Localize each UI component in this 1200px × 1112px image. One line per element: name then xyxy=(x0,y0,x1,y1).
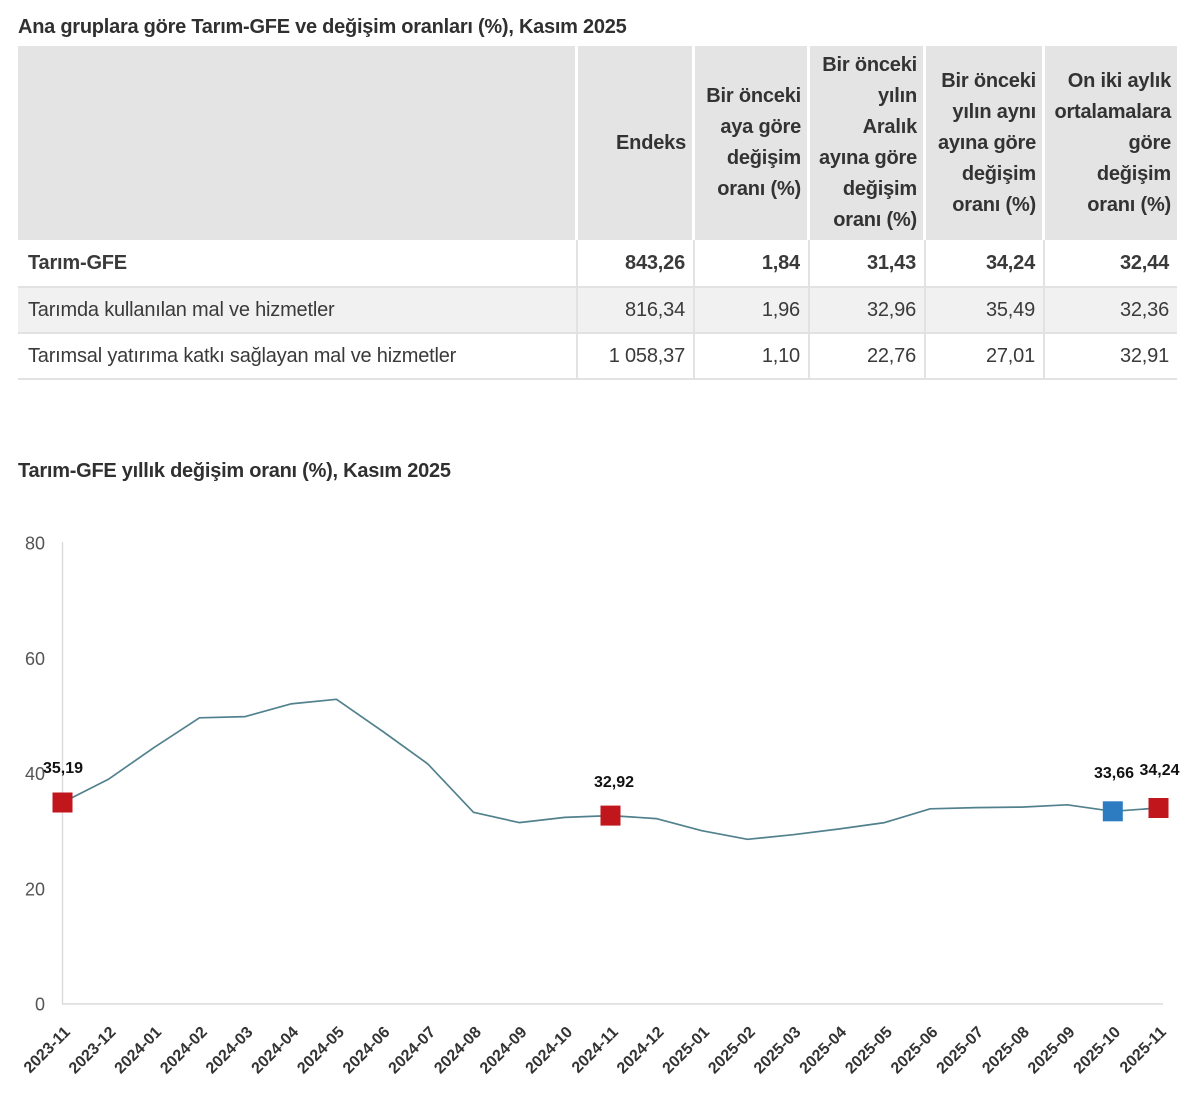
svg-text:2023-11: 2023-11 xyxy=(21,1024,74,1077)
svg-text:2025-05: 2025-05 xyxy=(842,1024,896,1078)
svg-text:20: 20 xyxy=(25,879,45,899)
svg-text:2024-03: 2024-03 xyxy=(203,1024,257,1078)
svg-text:2023-12: 2023-12 xyxy=(66,1024,120,1078)
svg-text:2025-06: 2025-06 xyxy=(888,1024,942,1078)
svg-text:2024-05: 2024-05 xyxy=(294,1024,348,1078)
svg-text:2024-10: 2024-10 xyxy=(523,1024,577,1078)
svg-text:34,24: 34,24 xyxy=(1139,762,1179,779)
svg-text:2024-04: 2024-04 xyxy=(249,1024,303,1078)
svg-text:0: 0 xyxy=(35,995,45,1015)
svg-text:2025-07: 2025-07 xyxy=(934,1024,988,1078)
svg-text:2025-01: 2025-01 xyxy=(660,1024,714,1078)
svg-text:32,92: 32,92 xyxy=(594,774,634,791)
svg-text:2025-11: 2025-11 xyxy=(1117,1024,1170,1077)
svg-text:2025-10: 2025-10 xyxy=(1071,1024,1125,1078)
svg-text:35,19: 35,19 xyxy=(43,760,83,777)
svg-text:2024-06: 2024-06 xyxy=(340,1024,394,1078)
svg-text:2025-09: 2025-09 xyxy=(1025,1024,1079,1078)
svg-text:2025-04: 2025-04 xyxy=(797,1024,851,1078)
svg-text:60: 60 xyxy=(25,649,45,669)
svg-text:2024-02: 2024-02 xyxy=(157,1024,211,1078)
svg-text:2024-12: 2024-12 xyxy=(614,1024,668,1078)
svg-text:2024-08: 2024-08 xyxy=(431,1024,485,1078)
svg-text:2025-03: 2025-03 xyxy=(751,1024,805,1078)
svg-text:40: 40 xyxy=(25,764,45,784)
svg-text:80: 80 xyxy=(25,534,45,554)
svg-text:2024-01: 2024-01 xyxy=(112,1024,166,1078)
svg-text:2025-08: 2025-08 xyxy=(979,1024,1033,1078)
svg-text:33,66: 33,66 xyxy=(1094,765,1134,782)
svg-text:2024-09: 2024-09 xyxy=(477,1024,531,1078)
svg-text:2025-02: 2025-02 xyxy=(705,1024,759,1078)
svg-text:2024-07: 2024-07 xyxy=(386,1024,440,1078)
svg-text:2024-11: 2024-11 xyxy=(569,1024,622,1077)
